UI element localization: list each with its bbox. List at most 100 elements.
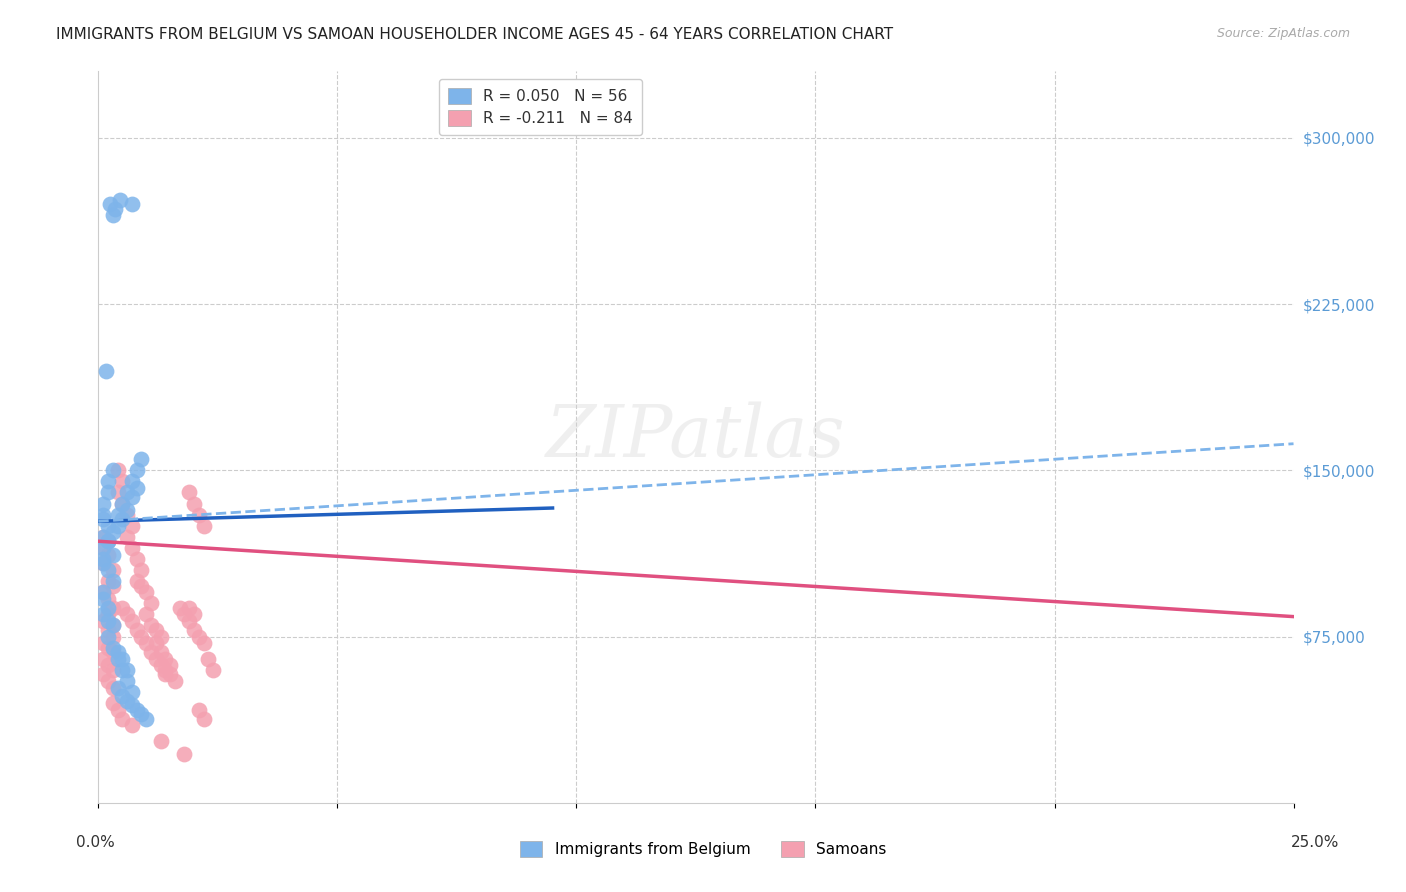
Point xyxy=(101,563,124,577)
Point xyxy=(139,645,162,659)
Point xyxy=(179,614,201,628)
Point xyxy=(111,600,134,615)
Point xyxy=(97,574,120,589)
Point xyxy=(131,452,153,467)
Point xyxy=(179,485,201,500)
Point xyxy=(135,585,157,599)
Point xyxy=(115,485,138,500)
Point xyxy=(91,530,114,544)
Point xyxy=(125,463,148,477)
Point xyxy=(101,525,124,540)
Point xyxy=(131,578,153,592)
Point xyxy=(135,712,157,726)
Point xyxy=(97,534,120,549)
Point xyxy=(91,557,114,571)
Point xyxy=(139,618,162,632)
Text: Source: ZipAtlas.com: Source: ZipAtlas.com xyxy=(1216,27,1350,40)
Point xyxy=(125,574,148,589)
Point xyxy=(115,503,138,517)
Point xyxy=(97,614,120,628)
Point xyxy=(91,557,114,571)
Point xyxy=(169,600,191,615)
Point xyxy=(111,651,134,665)
Point xyxy=(111,690,134,704)
Point xyxy=(91,552,114,566)
Point xyxy=(193,712,215,726)
Point xyxy=(97,563,120,577)
Point xyxy=(121,518,143,533)
Point xyxy=(125,481,148,495)
Point xyxy=(91,541,114,555)
Point xyxy=(197,651,219,665)
Point xyxy=(97,534,120,549)
Point xyxy=(91,508,114,522)
Point xyxy=(111,497,134,511)
Point xyxy=(121,685,143,699)
Point xyxy=(101,578,124,592)
Point xyxy=(97,518,120,533)
Point xyxy=(115,694,138,708)
Text: 25.0%: 25.0% xyxy=(1291,836,1339,850)
Point xyxy=(91,585,114,599)
Point xyxy=(131,707,153,722)
Point xyxy=(97,640,120,655)
Point xyxy=(107,703,129,717)
Point xyxy=(97,475,120,489)
Text: ZIPatlas: ZIPatlas xyxy=(546,401,846,473)
Point xyxy=(193,636,215,650)
Point xyxy=(101,663,124,677)
Point xyxy=(173,607,195,622)
Point xyxy=(115,530,138,544)
Point xyxy=(94,363,117,377)
Point xyxy=(91,651,114,665)
Point xyxy=(121,197,143,211)
Point xyxy=(101,618,124,632)
Point xyxy=(91,607,114,622)
Point xyxy=(101,681,124,695)
Legend: Immigrants from Belgium, Samoans: Immigrants from Belgium, Samoans xyxy=(510,832,896,866)
Point xyxy=(115,673,138,688)
Point xyxy=(139,596,162,610)
Point xyxy=(121,614,143,628)
Point xyxy=(107,485,129,500)
Point xyxy=(91,585,114,599)
Point xyxy=(131,563,153,577)
Point xyxy=(183,497,205,511)
Point xyxy=(101,696,124,710)
Point xyxy=(135,607,157,622)
Point xyxy=(111,712,134,726)
Point xyxy=(187,703,209,717)
Point xyxy=(91,614,114,628)
Point xyxy=(107,518,129,533)
Point xyxy=(101,600,124,615)
Point xyxy=(101,209,124,223)
Point xyxy=(111,475,134,489)
Point xyxy=(179,600,201,615)
Point xyxy=(97,673,120,688)
Point xyxy=(121,475,143,489)
Point xyxy=(107,651,129,665)
Point xyxy=(125,623,148,637)
Point xyxy=(131,630,153,644)
Point xyxy=(107,463,129,477)
Point xyxy=(149,645,172,659)
Point xyxy=(101,640,124,655)
Point xyxy=(108,193,131,207)
Point xyxy=(183,623,205,637)
Point xyxy=(111,663,134,677)
Point xyxy=(104,202,127,216)
Point xyxy=(183,607,205,622)
Point xyxy=(115,663,138,677)
Point xyxy=(121,490,143,504)
Point xyxy=(111,512,134,526)
Point xyxy=(107,681,129,695)
Point xyxy=(159,658,181,673)
Point xyxy=(97,658,120,673)
Point xyxy=(187,630,209,644)
Point xyxy=(107,508,129,522)
Point xyxy=(101,463,124,477)
Point xyxy=(155,667,177,681)
Point xyxy=(91,591,114,606)
Point xyxy=(91,530,114,544)
Point xyxy=(135,636,157,650)
